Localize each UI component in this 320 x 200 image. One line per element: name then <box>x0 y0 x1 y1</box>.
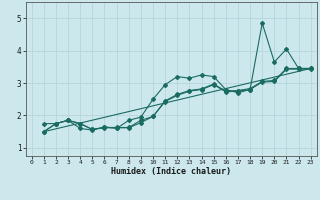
X-axis label: Humidex (Indice chaleur): Humidex (Indice chaleur) <box>111 167 231 176</box>
